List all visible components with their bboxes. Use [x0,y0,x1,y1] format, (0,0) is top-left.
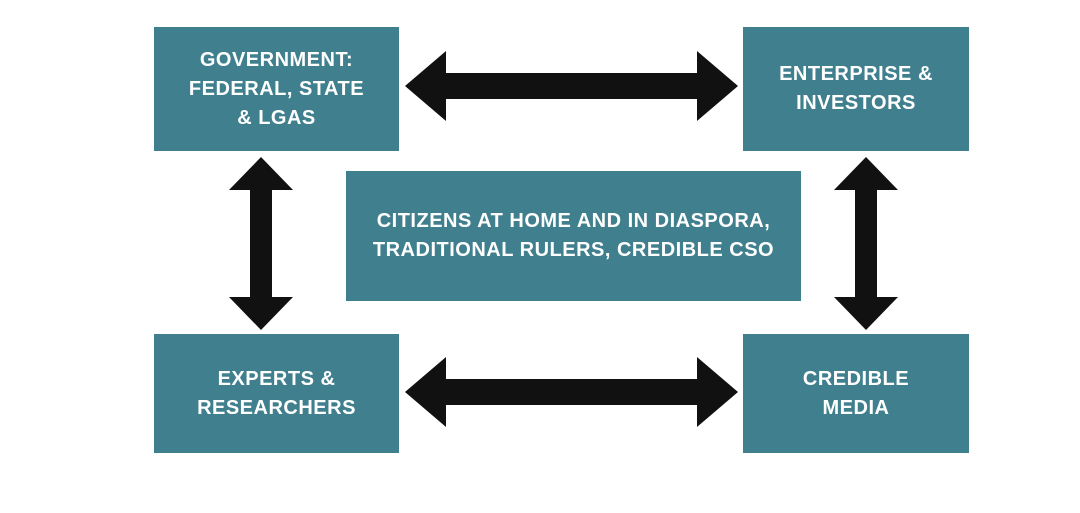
enterprise-label: ENTERPRISE & INVESTORS [779,63,933,114]
arrow-government-experts [229,157,293,330]
arrow-enterprise-media [834,157,898,330]
media-label: CREDIBLE MEDIA [802,367,910,419]
citizens-label: CITIZENS AT HOME AND IN DIASPORA, TRADIT… [372,210,775,261]
media-box: CREDIBLE MEDIA [743,334,969,453]
government-box: GOVERNMENT: FEDERAL, STATE & LGAS [154,27,399,151]
citizens-box: CITIZENS AT HOME AND IN DIASPORA, TRADIT… [346,171,801,301]
experts-label: EXPERTS & RESEARCHERS [197,367,356,419]
arrow-government-enterprise [405,51,738,121]
experts-box: EXPERTS & RESEARCHERS [154,334,399,453]
government-label: GOVERNMENT: FEDERAL, STATE & LGAS [188,48,365,129]
enterprise-box: ENTERPRISE & INVESTORS [743,27,969,151]
arrow-experts-media [405,357,738,427]
